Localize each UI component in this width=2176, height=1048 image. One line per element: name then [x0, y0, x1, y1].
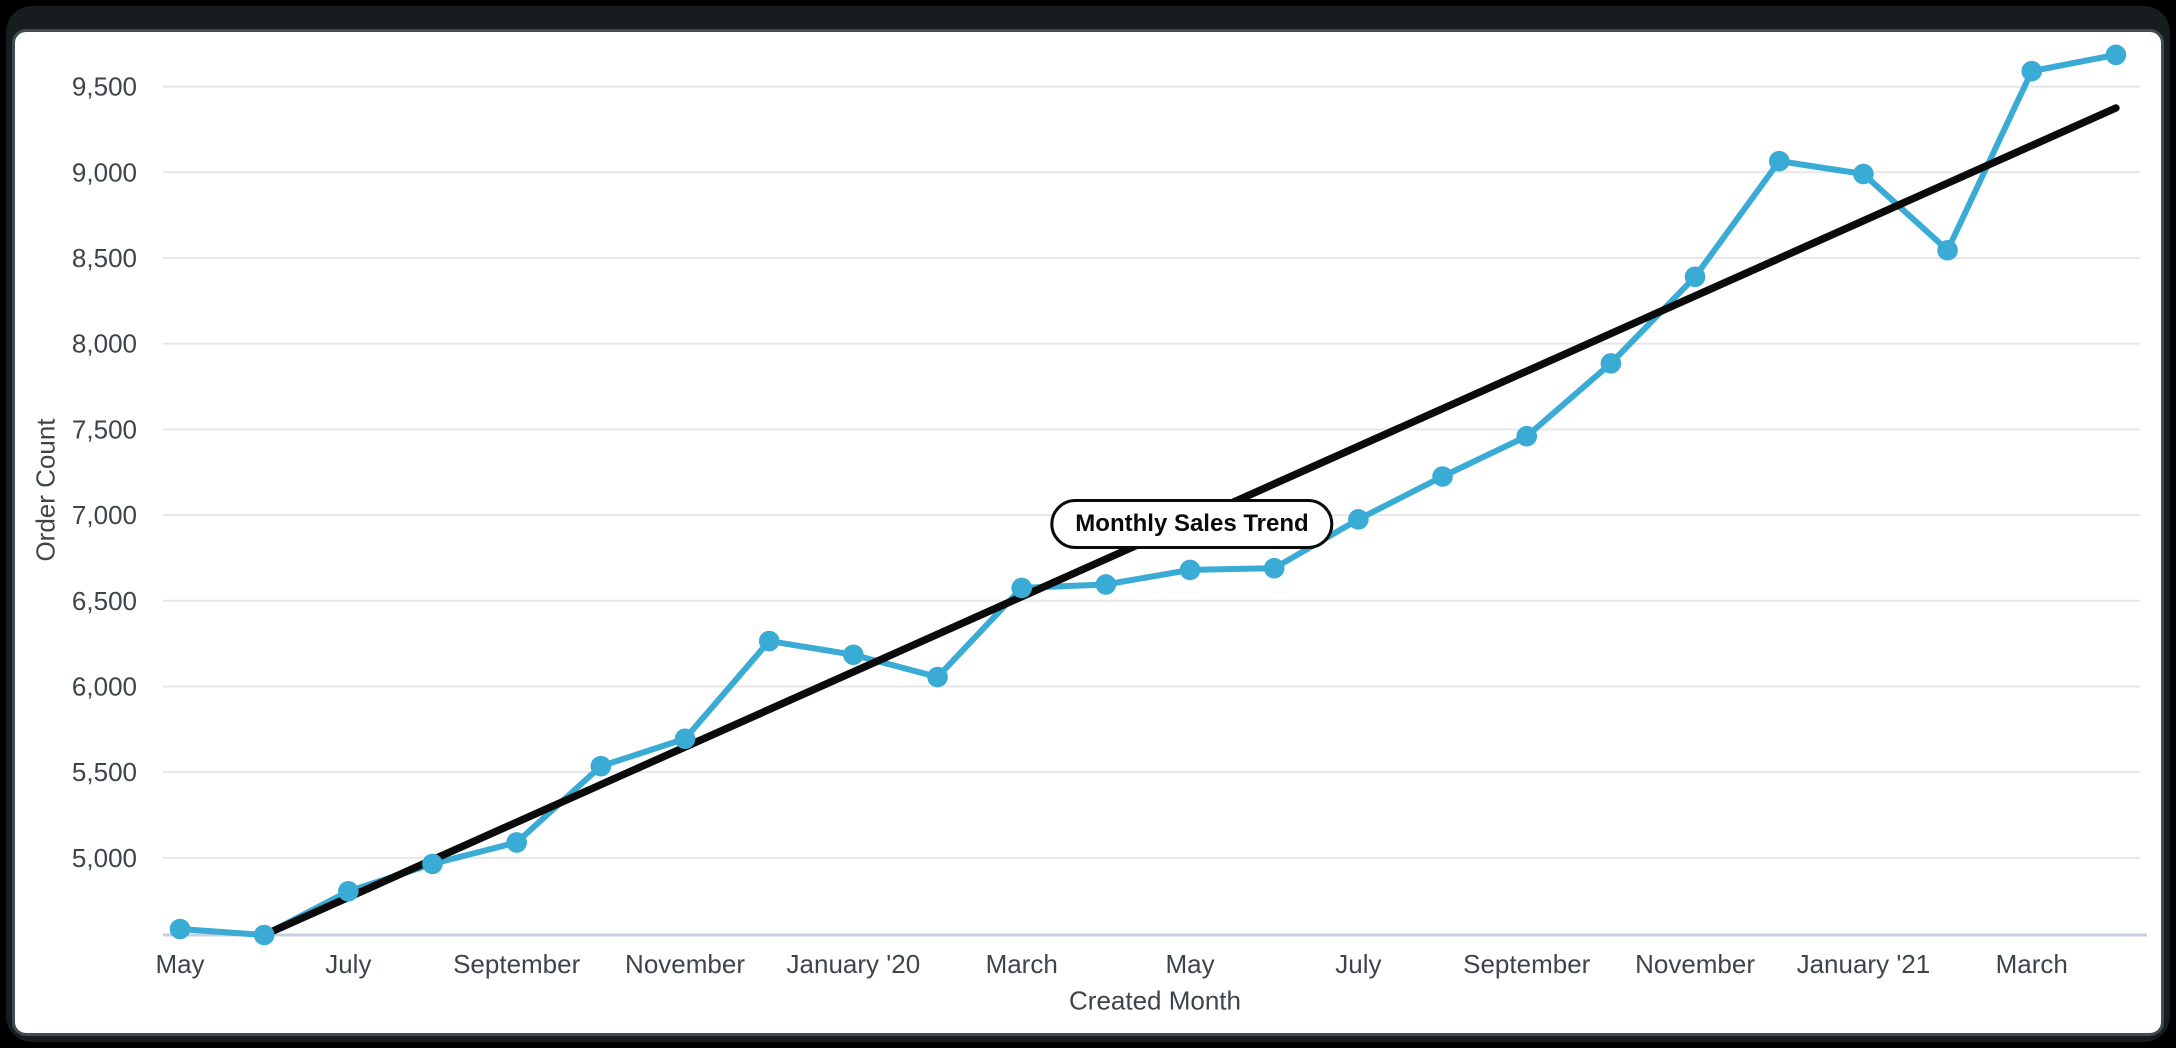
data-point-marker[interactable] — [2105, 44, 2127, 66]
data-point-marker[interactable] — [758, 630, 780, 652]
y-tick-label: 6,500 — [72, 586, 137, 616]
x-tick-label: March — [1996, 949, 2068, 979]
data-point-marker[interactable] — [1179, 559, 1201, 581]
y-axis-title: Order Count — [30, 418, 61, 562]
data-point-marker[interactable] — [1684, 266, 1706, 288]
data-point-marker[interactable] — [2021, 60, 2043, 82]
x-tick-label: July — [325, 949, 371, 979]
data-point-marker[interactable] — [1348, 509, 1369, 530]
y-tick-label: 7,500 — [72, 414, 137, 444]
data-point-marker[interactable] — [1263, 557, 1285, 579]
x-tick-label: July — [1335, 949, 1381, 979]
data-point-marker[interactable] — [1011, 577, 1032, 599]
data-point-marker[interactable] — [1432, 466, 1453, 487]
data-point-marker[interactable] — [1937, 239, 1958, 261]
x-tick-label: November — [625, 949, 745, 979]
data-point-marker[interactable] — [422, 853, 443, 875]
data-point-marker[interactable] — [1516, 425, 1538, 447]
data-point-marker[interactable] — [590, 755, 612, 777]
x-tick-label: March — [986, 949, 1058, 979]
data-point-marker[interactable] — [674, 728, 696, 750]
data-point-marker[interactable] — [506, 832, 527, 853]
x-tick-label: September — [1463, 949, 1591, 979]
data-point-marker[interactable] — [338, 880, 359, 902]
y-tick-label: 9,000 — [72, 157, 137, 187]
x-tick-label: January '21 — [1797, 949, 1931, 979]
y-tick-label: 5,500 — [72, 757, 137, 787]
x-tick-label: May — [1165, 949, 1214, 979]
trend-annotation-pill: Monthly Sales Trend — [1050, 499, 1334, 549]
x-tick-label: May — [155, 949, 204, 979]
data-point-marker[interactable] — [1600, 353, 1622, 374]
y-tick-label: 6,000 — [72, 671, 137, 701]
y-tick-label: 9,500 — [72, 72, 137, 102]
data-point-marker[interactable] — [927, 666, 948, 688]
x-tick-label: November — [1635, 949, 1755, 979]
x-tick-label: January '20 — [787, 949, 921, 979]
y-tick-label: 8,500 — [72, 243, 137, 273]
y-tick-label: 8,000 — [72, 329, 137, 359]
data-point-marker[interactable] — [253, 924, 275, 946]
x-axis-title: Created Month — [1069, 985, 1241, 1016]
data-point-marker[interactable] — [1853, 163, 1874, 185]
y-tick-label: 7,000 — [72, 500, 137, 530]
data-point-marker[interactable] — [169, 918, 191, 940]
y-tick-label: 5,000 — [72, 843, 137, 873]
data-point-marker[interactable] — [843, 644, 864, 666]
series-line — [177, 51, 2119, 938]
data-point-marker[interactable] — [1095, 574, 1117, 595]
data-point-marker[interactable] — [1768, 150, 1790, 172]
x-tick-label: September — [453, 949, 581, 979]
